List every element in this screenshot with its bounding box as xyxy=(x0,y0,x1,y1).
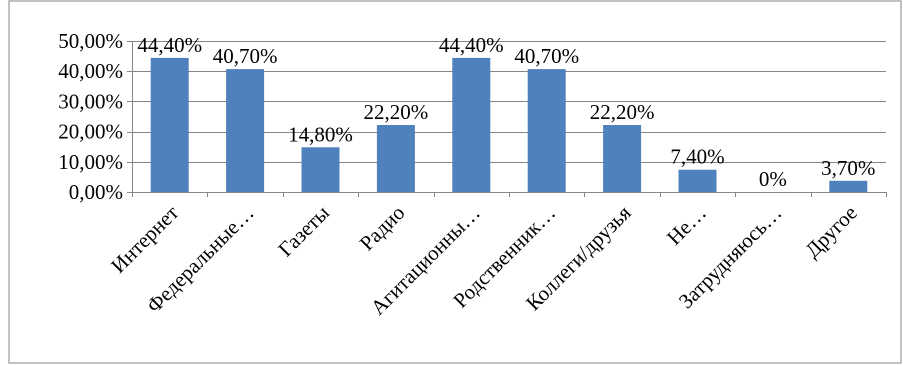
y-tick-label-3: 30,00% xyxy=(58,89,123,113)
bar-5 xyxy=(527,69,566,192)
y-tick-label-0: 0,00% xyxy=(69,180,123,204)
bar-4 xyxy=(452,57,491,193)
y-tick-label-5: 50,00% xyxy=(58,29,123,53)
bar-6 xyxy=(603,125,642,192)
bar-9 xyxy=(829,180,868,192)
bar-0 xyxy=(150,57,189,193)
data-label-4: 44,40% xyxy=(439,33,504,57)
bar-3 xyxy=(376,125,415,192)
y-tick-label-1: 10,00% xyxy=(58,150,123,174)
data-label-7: 7,40% xyxy=(670,145,724,169)
y-tick-label-2: 20,00% xyxy=(58,120,123,144)
y-tick-label-4: 40,00% xyxy=(58,59,123,83)
data-label-5: 40,70% xyxy=(514,44,579,68)
bar-1 xyxy=(226,69,265,192)
data-label-1: 40,70% xyxy=(213,44,278,68)
data-label-8: 0% xyxy=(759,167,787,191)
data-label-3: 22,20% xyxy=(364,100,429,124)
data-label-2: 14,80% xyxy=(288,122,353,146)
bar-2 xyxy=(301,147,340,192)
data-label-6: 22,20% xyxy=(590,100,655,124)
data-label-9: 3,70% xyxy=(821,156,875,180)
bar-7 xyxy=(678,169,717,192)
data-label-0: 44,40% xyxy=(137,33,202,57)
